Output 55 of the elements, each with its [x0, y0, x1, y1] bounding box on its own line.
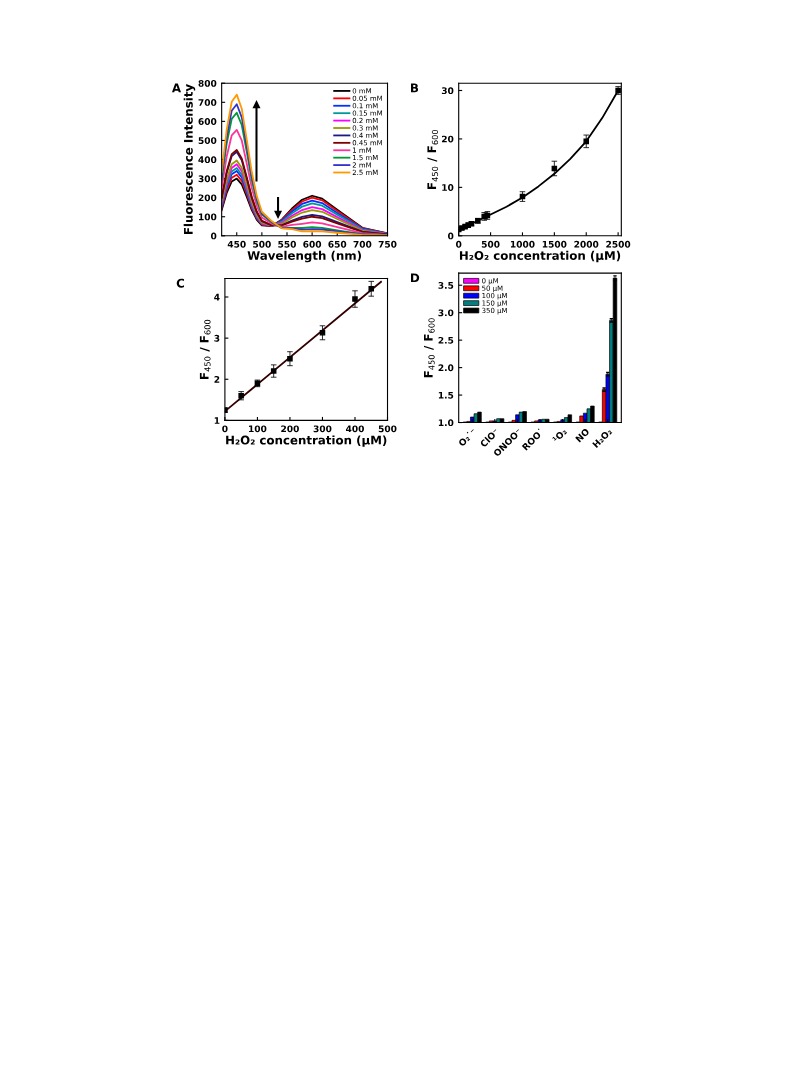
y-axis-title: F$_{450}$ / F$_{600}$: [424, 318, 435, 378]
y-tick-label: 1.0: [438, 419, 454, 427]
x-tick-label: 650: [328, 240, 347, 248]
x-tick-label: 2500: [606, 240, 631, 248]
chart-title: D: [411, 273, 420, 283]
y-tick-label: 1.5: [438, 391, 454, 399]
x-tick-label: 200: [281, 425, 299, 433]
y-tick-label: 100: [198, 213, 217, 221]
y-tick-label: 3: [214, 334, 220, 342]
chart-title: B: [411, 83, 419, 93]
y-tick-label: 20: [441, 135, 454, 143]
x-axis-title: H₂O₂ concentration (μM): [226, 435, 387, 447]
y-tick-label: 2.5: [438, 336, 454, 344]
y-tick-label: 500: [198, 137, 217, 144]
y-tick-label: 0: [210, 232, 217, 240]
y-tick-label: 800: [198, 79, 217, 87]
y-axis-title: F$_{450}$ / F$_{600}$: [199, 319, 211, 379]
x-tick-label: 0: [455, 240, 462, 248]
y-axis-title: Fluorescence Intensity: [183, 84, 196, 235]
x-tick-label: 1500: [542, 240, 567, 248]
x-tick-label: 100: [249, 425, 267, 433]
y-axis-title: F$_{450}$ / F$_{600}$: [427, 129, 439, 190]
chart-title: A: [171, 83, 181, 93]
x-axis-title: Wavelength (nm): [247, 250, 361, 263]
y-tick-label: 400: [198, 156, 217, 164]
x-tick-label: 0: [222, 425, 228, 433]
y-tick-label: 30: [441, 87, 454, 95]
x-tick-label: 500: [253, 240, 271, 248]
x-tick-label: 750: [378, 240, 397, 248]
x-tick-label: NO: [575, 427, 590, 443]
x-tick-label: 2000: [574, 240, 599, 248]
x-tick-label: 450: [227, 240, 246, 248]
chart-title: C: [176, 278, 185, 288]
y-tick-label: 700: [198, 99, 217, 106]
y-tick-label: 300: [198, 175, 217, 183]
y-tick-label: 0: [447, 232, 454, 240]
y-tick-label: 1: [214, 417, 220, 424]
x-axis-title: H₂O₂ concentration (μM): [459, 250, 621, 263]
x-tick-label: ¹O₂: [552, 427, 568, 443]
y-tick-label: 200: [198, 194, 217, 202]
y-tick-label: 600: [198, 118, 217, 125]
x-tick-label: 500: [378, 425, 397, 433]
x-tick-label: 1000: [510, 240, 535, 248]
y-tick-label: 2.0: [438, 364, 454, 372]
y-tick-label: 10: [442, 184, 454, 191]
x-tick-label: 550: [278, 240, 296, 248]
y-tick-label: 3.5: [438, 281, 454, 289]
x-tick-label: 400: [345, 425, 364, 433]
y-tick-label: 4: [214, 293, 220, 301]
x-tick-label: 300: [313, 425, 332, 433]
x-tick-label: 700: [353, 240, 372, 248]
y-tick-label: 3.0: [438, 309, 454, 317]
y-tick-label: 2: [214, 375, 220, 383]
x-tick-label: 600: [303, 240, 322, 248]
x-tick-label: 500: [481, 240, 500, 248]
